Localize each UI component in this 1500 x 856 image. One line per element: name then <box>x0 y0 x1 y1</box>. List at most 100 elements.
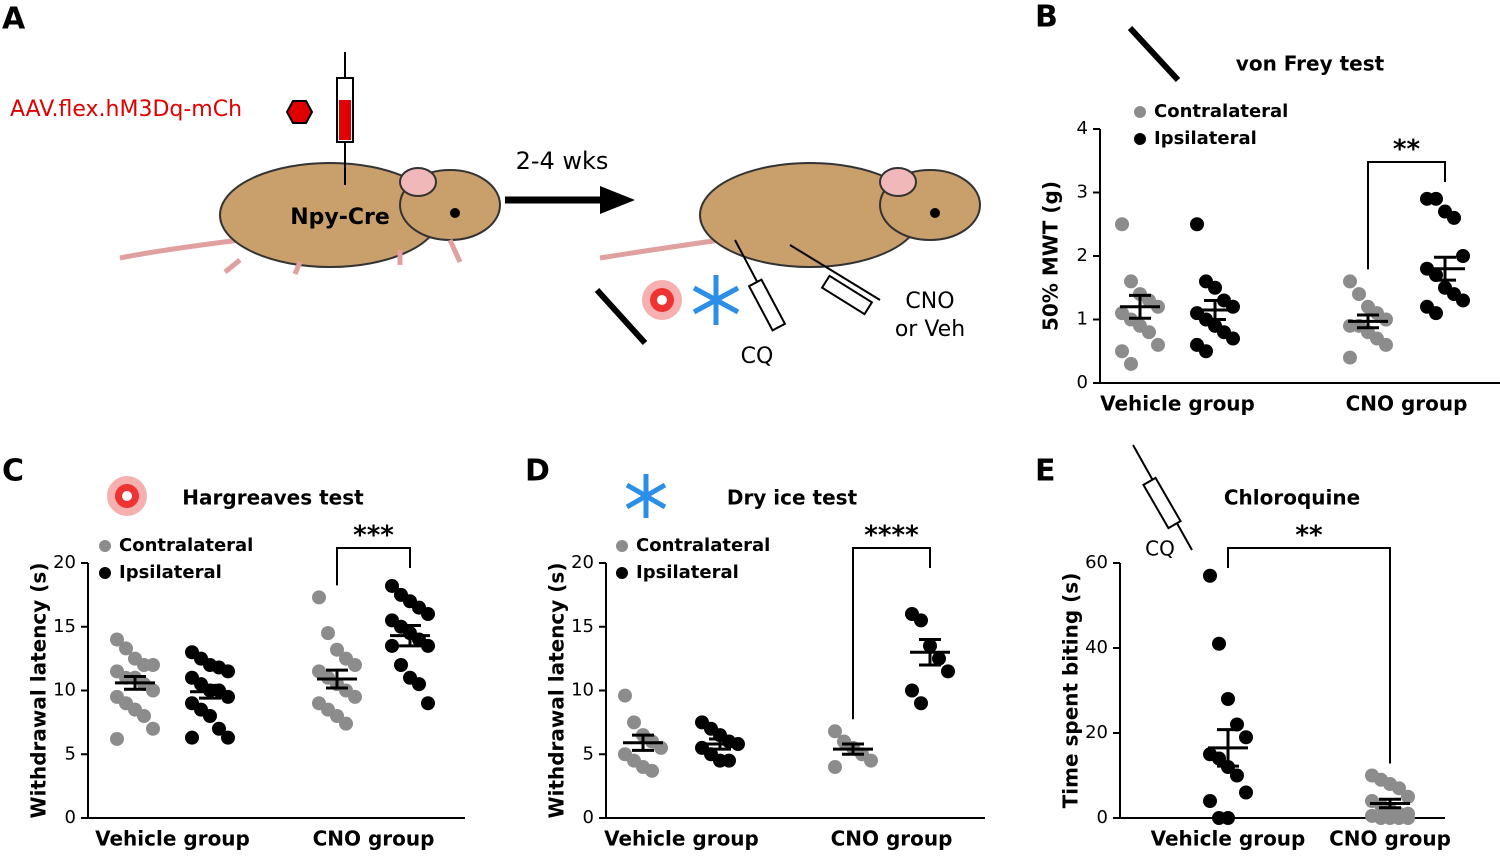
cq-label: CQ <box>1145 537 1175 561</box>
data-point <box>110 731 124 746</box>
mouse-right <box>594 162 981 346</box>
data-point <box>1115 344 1129 359</box>
data-point <box>864 753 878 768</box>
x-tick-label: Vehicle group <box>1100 392 1255 416</box>
y-tick-label: 20 <box>53 552 76 573</box>
significance-bracket <box>336 547 411 586</box>
injection-label: CNO <box>905 289 954 314</box>
y-tick-label: 0 <box>1077 372 1088 393</box>
legend-marker <box>1134 133 1146 145</box>
data-point <box>1401 811 1415 825</box>
data-point <box>1230 717 1244 732</box>
data-point <box>905 683 919 698</box>
data-point <box>1429 306 1443 321</box>
data-point <box>421 696 435 711</box>
data-point <box>914 613 928 628</box>
panel-label: C <box>2 454 24 489</box>
x-tick-label: CNO group <box>831 827 953 851</box>
significance-bracket <box>1367 161 1446 270</box>
data-point <box>941 664 955 679</box>
data-point <box>1142 325 1156 340</box>
data-point <box>1203 794 1217 808</box>
data-point <box>1199 344 1213 359</box>
cq-label: CQ <box>741 344 774 369</box>
x-tick-label: Vehicle group <box>604 827 759 851</box>
data-point <box>203 709 217 723</box>
data-point <box>421 607 435 621</box>
cq-syringe-icon <box>1132 444 1193 551</box>
legend-label: Contralateral <box>1154 101 1288 122</box>
y-tick-label: 40 <box>1085 637 1108 658</box>
y-axis-label: Time spent biting (s) <box>1059 573 1083 809</box>
y-axis-label: Withdrawal latency (s) <box>545 563 569 819</box>
data-point <box>914 696 928 711</box>
data-point <box>1230 768 1244 783</box>
mouse-line: Npy-Cre <box>290 205 390 230</box>
data-point <box>110 632 124 647</box>
y-tick-label: 15 <box>53 616 76 637</box>
data-point <box>385 578 399 593</box>
data-point <box>722 753 736 768</box>
data-point <box>146 721 160 736</box>
data-point <box>1456 293 1470 308</box>
interval: 2-4 wks <box>516 147 609 175</box>
data-point <box>221 664 235 679</box>
data-point <box>1429 268 1443 283</box>
panel-label: E <box>1035 454 1056 489</box>
data-point <box>330 642 344 657</box>
chart-title: Chloroquine <box>1224 486 1360 510</box>
data-point <box>221 730 235 745</box>
arrow-head <box>600 186 635 214</box>
chart-title: Dry ice test <box>727 486 858 510</box>
data-point <box>146 683 160 698</box>
data-point <box>1379 337 1393 352</box>
data-point <box>339 716 353 731</box>
data-point <box>1226 299 1240 314</box>
chart-title: von Frey test <box>1236 52 1385 76</box>
data-point <box>1221 692 1235 706</box>
data-point <box>1239 785 1253 800</box>
data-point <box>1190 217 1204 232</box>
data-point <box>828 760 842 774</box>
legend-label: Ipsilateral <box>636 562 739 583</box>
significance-bracket <box>852 547 931 720</box>
data-point <box>1343 274 1357 289</box>
y-tick-label: 20 <box>571 552 594 573</box>
data-point <box>321 626 335 641</box>
vector-label: AAV.flex.hM3Dq-mCh <box>10 97 242 122</box>
legend-marker <box>99 540 111 552</box>
y-tick-label: 20 <box>1085 722 1108 743</box>
data-point <box>1343 350 1357 365</box>
legend-marker <box>616 540 628 552</box>
data-point <box>221 689 235 704</box>
legend-marker <box>616 567 628 579</box>
y-tick-label: 15 <box>571 616 594 637</box>
data-point <box>348 689 362 704</box>
y-tick-label: 10 <box>53 680 76 701</box>
injection-label: or Veh <box>895 317 965 342</box>
data-point <box>1352 287 1366 302</box>
von-frey-icon <box>1127 25 1181 83</box>
legend-marker <box>1134 106 1146 118</box>
y-tick-label: 0 <box>65 807 76 828</box>
panel-label: D <box>525 454 550 489</box>
data-point <box>1401 789 1415 804</box>
data-point <box>627 715 641 730</box>
data-point <box>421 638 435 653</box>
x-tick-label: Vehicle group <box>95 827 250 851</box>
significance-bracket <box>1227 547 1391 764</box>
panel-label: A <box>2 2 26 37</box>
syringe <box>336 52 354 185</box>
y-tick-label: 2 <box>1077 245 1088 266</box>
y-axis-label: 50% MWT (g) <box>1039 181 1063 331</box>
heat-icon <box>107 476 147 516</box>
data-point <box>185 730 199 745</box>
data-point <box>1203 568 1217 583</box>
cold-icon <box>625 474 667 518</box>
data-point <box>212 721 226 736</box>
data-point <box>1456 249 1470 263</box>
y-tick-label: 0 <box>1097 807 1108 828</box>
data-point <box>828 724 842 739</box>
panel-label: B <box>1035 0 1058 35</box>
data-point <box>394 658 408 672</box>
